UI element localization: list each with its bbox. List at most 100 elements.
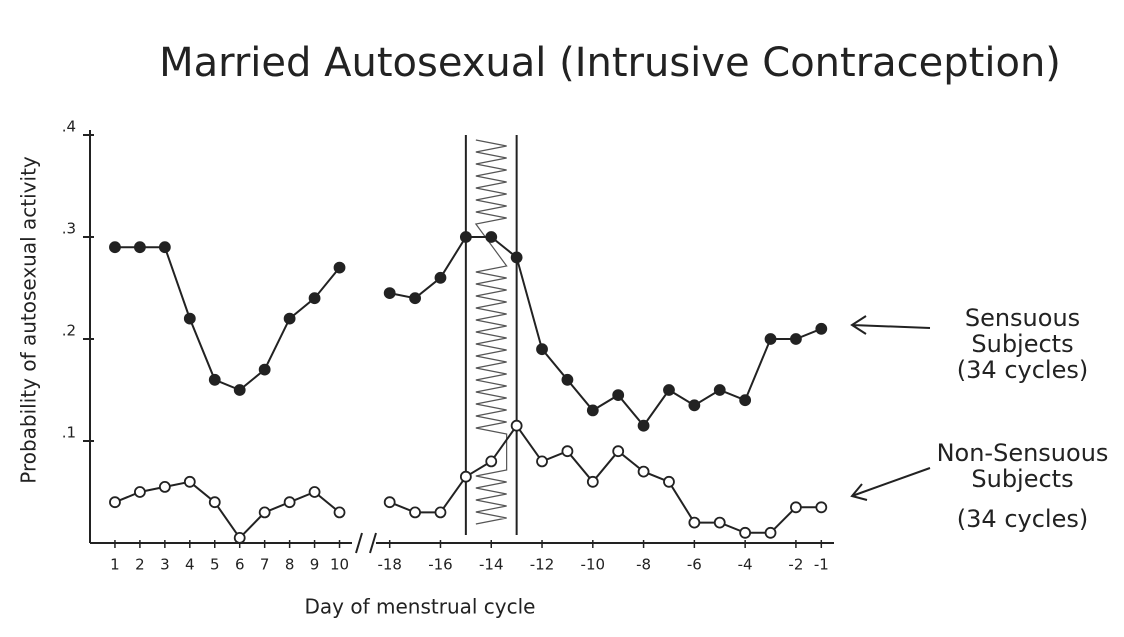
series-note: Sensuous Subjects (34 cycles) [935,305,1110,383]
data-point [536,455,548,468]
data-point [233,532,246,544]
data-point [637,419,650,432]
data-point [109,496,121,509]
data-point [308,486,321,498]
y-tick-label: .1 [62,424,76,442]
x-tick-label: -6 [687,556,702,574]
data-point [409,292,421,305]
series-note-text: (34 cycles) [956,356,1089,384]
data-point [258,363,271,376]
data-point [688,399,701,412]
x-tick-label: -12 [530,556,555,574]
data-point [109,241,121,254]
data-point [764,526,777,539]
series-line [114,246,341,392]
x-tick-label: 7 [260,556,270,574]
x-tick-label: 2 [135,556,145,574]
data-point [739,526,752,539]
data-point [485,231,498,243]
data-point [637,465,650,478]
x-tick-label: -1 [814,556,829,574]
data-point [459,470,472,483]
data-point [612,389,625,402]
data-point [283,312,296,325]
data-point [383,287,396,300]
chart-title: Married Autosexual (Intrusive Contracept… [159,40,1061,86]
x-tick-label: 6 [235,556,245,574]
arrow [850,315,931,335]
x-tick-label: -8 [636,556,651,574]
data-point [510,419,523,432]
series-note-text: (34 cycles) [956,505,1089,533]
data-point [586,475,599,488]
x-axis-label: Day of menstrual cycle [305,595,536,619]
x-tick-label: 9 [310,556,320,574]
data-point [158,241,171,254]
data-point [739,394,752,407]
data-point [283,496,296,509]
data-point [612,445,625,458]
band-hatch [474,139,508,525]
x-tick-label: -18 [377,556,402,574]
x-tick-label: -16 [428,556,453,574]
data-point [409,506,421,519]
arrow [850,467,931,501]
data-point [183,312,196,325]
x-tick-label: 5 [210,556,220,574]
series-name: Sensuous Subjects [964,304,1081,358]
data-point [208,373,221,386]
data-point [208,496,221,509]
x-tick-label: -2 [788,556,803,574]
data-point [561,373,574,386]
data-point [536,343,548,356]
data-point [586,404,599,417]
y-axis-label: Probability of autosexual activity [17,156,41,484]
data-point [333,506,346,519]
x-tick-label: -4 [738,556,753,574]
data-point [233,384,246,396]
data-point [383,496,396,509]
y-tick-label: .2 [62,322,76,340]
data-point [434,506,447,519]
data-point [333,261,346,274]
data-point [134,486,146,498]
data-point [713,384,726,396]
data-point [183,475,196,488]
data-point [158,480,171,493]
data-point [815,501,828,514]
x-tick-label: -10 [581,556,606,574]
series-note: Non-Sensuous Subjects (34 cycles) [935,440,1110,532]
data-point [485,455,498,468]
x-tick-label: -14 [479,556,504,574]
axis-break [355,532,377,554]
data-point [815,322,828,335]
data-point [258,506,271,519]
axes [89,130,834,554]
data-point [308,292,321,305]
x-tick-label: 10 [330,556,349,574]
data-point [790,333,802,345]
x-tick-label: 1 [110,556,120,574]
data-point [688,516,701,529]
data-point [134,241,146,254]
data-point [790,501,802,514]
x-tick-label: 3 [160,556,170,574]
data-point [663,475,675,488]
series-line [114,480,341,540]
series-name: Non-Sensuous Subjects [936,439,1109,493]
series-line [389,236,822,428]
data-point [713,516,726,529]
arrows [850,315,931,501]
data-point [561,445,574,458]
x-tick-label: 4 [185,556,195,574]
data-point [459,231,472,243]
series-line [389,423,822,534]
data-point [434,271,447,284]
x-tick-label: 8 [285,556,295,574]
y-tick-label: .3 [62,220,76,238]
data-point [510,251,523,264]
data-point [663,384,675,396]
y-tick-label: .4 [62,118,76,136]
